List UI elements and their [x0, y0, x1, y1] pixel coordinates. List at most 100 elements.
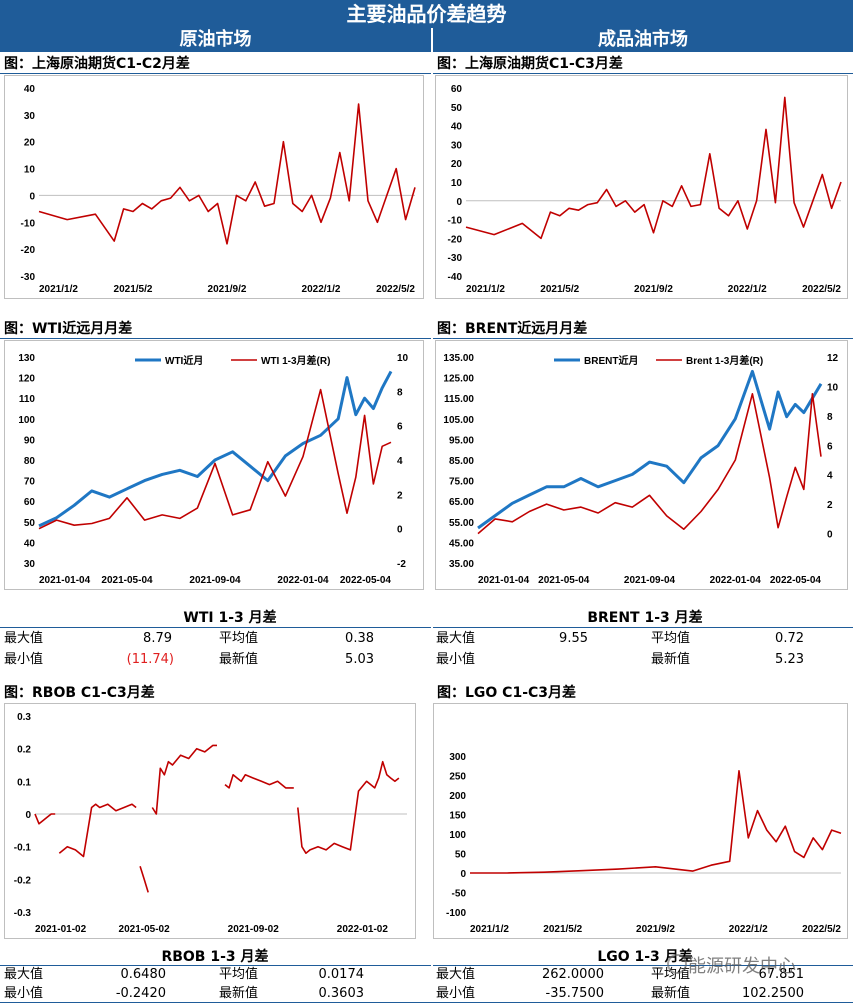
series-line: [477, 392, 822, 535]
x-tick-label: 2021/1/2: [39, 284, 78, 295]
y-tick-label: 40: [451, 122, 463, 133]
chart-title-wti: 图：WTI近远月月差: [4, 321, 133, 337]
y-tick-label: 45.00: [449, 538, 474, 549]
x-tick-label: 2022/1/2: [728, 284, 767, 295]
chart-svg: 135.00 125.00 115.00 105.00 95.00 85.00 75.00 6…: [443, 353, 839, 586]
y-tick-label: 20: [24, 138, 36, 149]
chart-title-brent: 图：BRENT近远月月差: [437, 321, 588, 337]
y2-tick-label: 4: [397, 456, 403, 467]
y-tick-label: 30: [24, 111, 36, 122]
y-tick-label: 250: [449, 772, 466, 783]
y2-tick-label: 4: [827, 471, 833, 482]
stat-min: -35.7500: [545, 986, 604, 1001]
y-tick-label: 80: [24, 456, 36, 467]
divider: [433, 627, 853, 628]
wti-stats-row-2: 最小值 (11.74) 最新值 5.03: [4, 651, 424, 669]
x-tick-label: 2021-01-04: [478, 575, 530, 586]
divider: [433, 338, 853, 339]
stat-label: 最小值: [4, 652, 44, 667]
y-tick-label: 30: [451, 140, 463, 151]
brent-stats-row-1: 最大值 9.55 平均值 0.72: [436, 630, 848, 648]
divider: [433, 965, 853, 966]
x-tick-label: 2021/9/2: [634, 284, 673, 295]
x-tick-label: 2021-01-04: [39, 575, 91, 586]
y-tick-label: 135.00: [443, 353, 474, 364]
stat-max: 0.6480: [120, 967, 167, 982]
lgo-stats-row-1: 最大值 262.0000 平均值 67.851: [436, 966, 848, 984]
stat-label: 平均值: [651, 631, 691, 646]
x-tick-label: 2022/1/2: [302, 284, 341, 295]
y2-tick-label: 12: [827, 353, 839, 364]
y-tick-label: -100: [446, 908, 466, 919]
y-tick-label: 50: [451, 103, 463, 114]
x-tick-label: 2021-09-02: [228, 924, 280, 935]
y-tick-label: -30: [21, 272, 36, 283]
series-line: [38, 103, 416, 245]
y-tick-label: 85.00: [449, 456, 474, 467]
x-tick-label: 2022/5/2: [802, 284, 841, 295]
wechat-icon: [667, 954, 687, 974]
y-tick-label: 150: [449, 811, 466, 822]
rbob-stats-title: RBOB 1-3 月差: [161, 949, 269, 965]
y-tick-label: 100: [18, 415, 35, 426]
series-line: [224, 774, 294, 789]
series-line: [465, 96, 842, 240]
y-tick-label: 55.00: [449, 518, 474, 529]
y-tick-label: 10: [451, 178, 463, 189]
divider: [0, 627, 431, 628]
stat-label: 最新值: [651, 986, 691, 1001]
wti-stats-title: WTI 1-3 月差: [183, 610, 277, 626]
stat-avg: 0.0174: [318, 967, 365, 982]
chart-c1c2: 40 30 20 10 0 -10 -20 -30 2021/1/2 2021/5/2 2021/9…: [4, 75, 424, 299]
y2-tick-label: 8: [397, 387, 403, 398]
y2-tick-label: 6: [397, 422, 403, 433]
stat-label: 最小值: [436, 986, 476, 1001]
y2-tick-label: 8: [827, 412, 833, 423]
series-line: [151, 744, 217, 815]
stat-max: 262.0000: [541, 967, 604, 982]
y-tick-label: 20: [451, 159, 463, 170]
stat-label: 平均值: [219, 631, 259, 646]
stat-avg: 0.72: [775, 631, 804, 646]
x-tick-label: 2021/9/2: [636, 924, 675, 935]
x-tick-label: 2021/9/2: [208, 284, 247, 295]
chart-svg: 300 250 200 150 100 50 0 -50 -100 2021/1/2 2021/5/…: [446, 752, 841, 935]
legend-label: BRENT近月: [584, 354, 638, 367]
y2-tick-label: 0: [397, 525, 403, 536]
legend-label: WTI近月: [165, 354, 203, 367]
y2-tick-label: -2: [397, 559, 406, 570]
stat-avg: 67.851: [758, 967, 805, 982]
y-tick-label: 70: [24, 477, 36, 488]
x-tick-label: 2021-09-04: [189, 575, 241, 586]
x-tick-label: 2022-01-04: [277, 575, 329, 586]
chart-rbob: 0.3 0.2 0.1 0 -0.1 -0.2 -0.3 2021-01-02 2021-05-…: [4, 703, 416, 939]
y-tick-label: 40: [24, 84, 36, 95]
stat-label: 平均值: [219, 967, 259, 982]
y-tick-label: 30: [24, 559, 36, 570]
y-tick-label: 75.00: [449, 477, 474, 488]
x-tick-label: 2021/1/2: [466, 284, 505, 295]
y-tick-label: 0.1: [17, 777, 31, 788]
y-tick-label: -10: [448, 216, 463, 227]
y-tick-label: 0: [456, 197, 462, 208]
chart-wti: 130 120 110 100 90 80 70 60 50 40 30 10 8 6 4 2 0 -2 2021-…: [4, 340, 424, 590]
y-tick-label: 110: [19, 394, 36, 405]
stat-latest: 5.23: [775, 652, 804, 667]
series-line: [38, 388, 392, 530]
y2-tick-label: 0: [827, 530, 833, 541]
stat-max: 8.79: [143, 631, 172, 646]
x-tick-label: 2022-01-04: [710, 575, 762, 586]
x-tick-label: 2021-05-04: [101, 575, 153, 586]
stat-latest: 0.3603: [318, 986, 365, 1001]
stat-label: 最新值: [219, 652, 259, 667]
y-tick-label: -10: [21, 218, 36, 229]
y-tick-label: 50: [455, 850, 467, 861]
y-tick-label: 0: [29, 191, 35, 202]
y-tick-label: 35.00: [449, 559, 474, 570]
chart-brent: 135.00 125.00 115.00 105.00 95.00 85.00 75.00 6…: [435, 340, 848, 590]
x-tick-label: 2022/1/2: [729, 924, 768, 935]
stat-label: 最大值: [436, 631, 476, 646]
